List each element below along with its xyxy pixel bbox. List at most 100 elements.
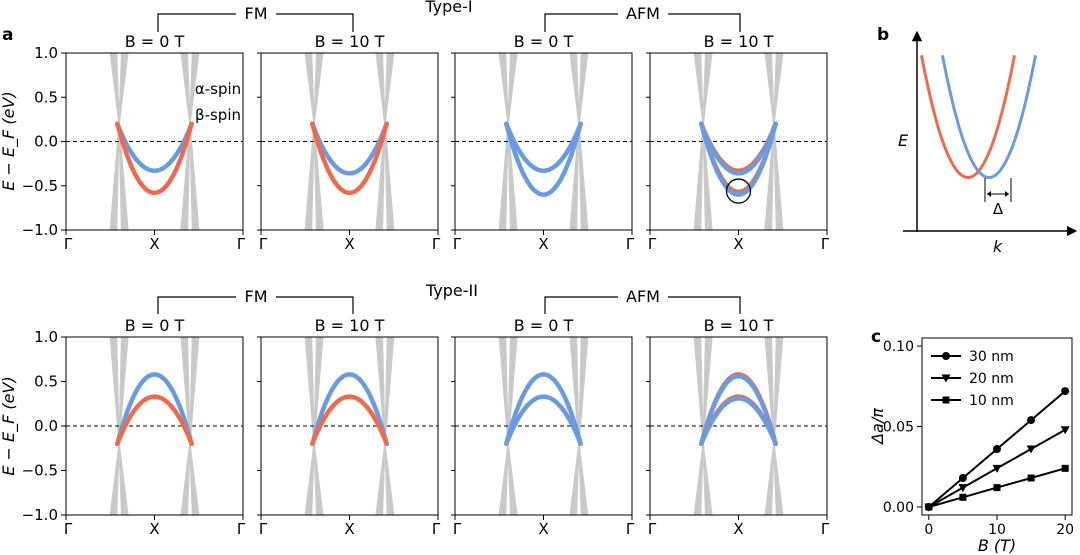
y-tick-label: 1.0 <box>34 328 58 346</box>
afm-label-background <box>618 285 668 307</box>
x-tick-label: Γ <box>626 235 635 253</box>
y-tick-label: −0.5 <box>22 177 58 195</box>
chart-x-label: B (T) <box>978 536 1016 555</box>
beta-spin-band <box>504 394 583 447</box>
panel-title: B = 10 T <box>704 32 774 51</box>
data-point <box>925 503 933 511</box>
data-point <box>958 473 967 482</box>
y-tick-label: 0.5 <box>34 373 58 391</box>
band-panel-afm-0t: B = 0 T Γ X Γ <box>451 316 635 538</box>
fm-label-background <box>236 2 276 24</box>
x-tick-label: X <box>344 235 354 253</box>
data-point <box>958 484 968 493</box>
alpha-spin-band <box>310 121 389 196</box>
beta-spin-band <box>115 372 194 447</box>
legend-label: 30 nm <box>969 349 1014 365</box>
type-label: Type-I <box>424 0 472 16</box>
band-panel-afm-10t: B = 10 T Γ X Γ <box>646 32 830 253</box>
y-axis-label: E − E_F (eV) <box>0 91 19 190</box>
beta-spin-band <box>699 121 778 176</box>
beta-parabola <box>941 55 1037 180</box>
x-tick-label: Γ <box>237 520 246 538</box>
afm-label: AFM <box>626 4 660 23</box>
x-tick-label: X <box>538 520 548 538</box>
fm-label: FM <box>244 4 267 23</box>
x-tick-label: Γ <box>648 235 657 253</box>
band-panel-fm-0t: B = 0 T Γ X Γ 1.0 0.5 0.0 −0.5 −1.0 <box>22 32 246 253</box>
x-tick-label: Γ <box>432 235 441 253</box>
panel-title: B = 0 T <box>125 32 185 51</box>
band-crossing-circle <box>725 178 752 204</box>
data-point <box>1027 474 1035 482</box>
chart-x-tick-label: 10 <box>988 522 1006 538</box>
data-point <box>993 484 1001 492</box>
y-tick-label: 1.0 <box>34 44 58 62</box>
x-tick-label: Γ <box>259 235 268 253</box>
x-tick-label: X <box>733 235 743 253</box>
alpha-spin-band <box>115 394 194 447</box>
delta-vs-field-chart: Δa/π B (T) 0 10 20 0.00 0.05 0.10 30 nm 20 nm 10… <box>868 337 1074 555</box>
delta-arrow-left-head <box>987 191 991 197</box>
panel-content <box>66 337 243 515</box>
type-label: Type-II <box>425 281 478 300</box>
legend-label: 20 nm <box>969 371 1014 387</box>
y-tick-label: 0.5 <box>34 88 58 106</box>
panel-label-b: b <box>877 25 889 45</box>
chart-y-label: Δa/π <box>868 408 887 446</box>
panel-title: B = 0 T <box>514 316 574 335</box>
panel-label-a: a <box>2 25 13 45</box>
data-point <box>1027 416 1036 425</box>
data-point <box>942 352 950 360</box>
x-tick-label: Γ <box>64 520 73 538</box>
schematic-y-label: E <box>898 131 909 150</box>
band-panel-fm-0t: B = 0 T Γ X Γ 1.0 0.5 0.0 −0.5 −1.0 <box>22 316 246 538</box>
alpha-spin-band <box>115 121 194 196</box>
panel-content <box>261 337 438 515</box>
x-tick-label: Γ <box>453 520 462 538</box>
panel-content <box>455 337 632 515</box>
beta-spin-band <box>504 121 583 197</box>
data-point <box>941 374 951 383</box>
panel-content <box>455 53 632 230</box>
panel-title: B = 10 T <box>315 316 385 335</box>
alpha-parabola <box>920 55 1016 180</box>
data-point <box>1061 387 1070 396</box>
panel-content <box>261 53 438 230</box>
beta-spin-band <box>504 372 583 447</box>
panel-content <box>66 53 243 230</box>
row-type-1: Type-I FM AFM E − E_F (eV) α-spin β-spin… <box>0 0 830 253</box>
x-tick-label: Γ <box>259 520 268 538</box>
schematic-panel: E k Δ <box>898 30 1078 256</box>
chart-y-tick-label: 0.05 <box>883 420 914 436</box>
delta-label: Δ <box>993 200 1004 218</box>
data-point <box>942 396 950 404</box>
data-point <box>1060 426 1070 435</box>
afm-label-background <box>618 2 668 24</box>
chart-y-tick-label: 0.10 <box>883 339 914 355</box>
data-point <box>992 464 1002 473</box>
legend-label: 10 nm <box>969 393 1014 409</box>
y-tick-label: −1.0 <box>22 506 58 524</box>
data-point <box>1026 445 1036 454</box>
chart-x-tick-label: 0 <box>924 522 933 538</box>
data-point <box>1061 464 1069 472</box>
panel-content <box>650 53 827 230</box>
x-tick-label: Γ <box>626 520 635 538</box>
x-tick-label: Γ <box>432 520 441 538</box>
fm-label-background <box>236 285 276 307</box>
x-tick-label: Γ <box>453 235 462 253</box>
beta-spin-band <box>115 121 194 173</box>
fm-label: FM <box>244 287 267 306</box>
panel-title: B = 10 T <box>704 316 774 335</box>
data-point <box>959 493 967 501</box>
beta-spin-band <box>310 372 389 447</box>
x-tick-label: Γ <box>648 520 657 538</box>
delta-arrow-right-head <box>1005 191 1009 197</box>
x-tick-label: Γ <box>821 520 830 538</box>
band-panel-afm-0t: B = 0 T Γ X Γ <box>451 32 635 253</box>
chart-x-tick-label: 20 <box>1056 522 1074 538</box>
y-tick-label: −1.0 <box>22 221 58 239</box>
row-type-2: Type-II FM AFM E − E_F (eV) B = 0 T Γ X Γ 1.… <box>0 281 830 538</box>
data-point <box>993 445 1001 454</box>
